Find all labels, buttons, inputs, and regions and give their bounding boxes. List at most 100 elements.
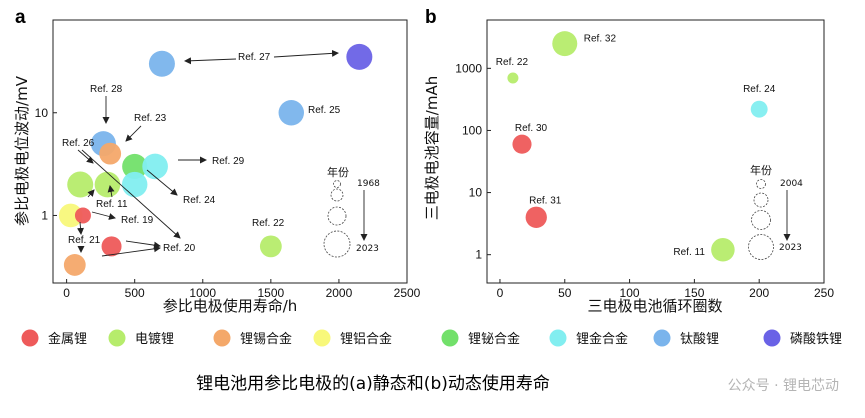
panel-a-y-tick-label: 10 xyxy=(35,106,49,120)
panel-a-point xyxy=(278,100,304,126)
panel-a-x-tick-label: 1500 xyxy=(257,286,284,300)
size-legend-b-year-end: 2023 xyxy=(779,243,802,253)
legend-swatch xyxy=(213,329,231,347)
arrow-ref21-up xyxy=(77,221,84,235)
panel-a-point xyxy=(101,236,122,257)
panel-a-x-tick-label: 2500 xyxy=(394,286,421,300)
annotation-ref28: Ref. 28 xyxy=(90,84,123,95)
panel-a-point xyxy=(67,171,94,198)
annotation-ref26: Ref. 26 xyxy=(62,138,95,149)
arrow-ref27-b xyxy=(273,49,339,58)
annotation-ref11: Ref. 11 xyxy=(96,199,128,210)
panel-a-point xyxy=(94,171,121,198)
size-legend-a-circle-4 xyxy=(323,230,351,258)
arrow-ref19 xyxy=(91,211,116,220)
panel-a-letter: a xyxy=(15,7,26,28)
panel-b-x-tick-label: 0 xyxy=(497,286,504,300)
arrow-ref23 xyxy=(125,125,142,142)
panel-a-frame xyxy=(52,19,408,284)
size-legend-a-title: 年份 xyxy=(327,165,349,179)
size-legend-b-circle-1 xyxy=(756,179,766,189)
legend-swatch xyxy=(313,329,331,347)
size-legend-a-circle-3 xyxy=(327,206,347,226)
size-legend-b-title: 年份 xyxy=(750,163,772,177)
annotation-ref21: Ref. 21 xyxy=(68,235,101,246)
panel-b-frame xyxy=(486,19,825,284)
panel-b-point xyxy=(525,206,547,228)
panel-b-size-legend: 年份 2004 2023 xyxy=(748,163,803,260)
legend-label: 磷酸铁锂 xyxy=(790,332,842,347)
size-legend-b-circle-4 xyxy=(748,234,774,260)
annotation-ref22: Ref. 22 xyxy=(252,218,285,229)
panel-a-points xyxy=(58,43,373,276)
panel-b-point xyxy=(512,134,532,154)
panel-a-x-tick-label: 0 xyxy=(63,286,70,300)
panel-a-point xyxy=(99,142,122,165)
size-legend-b-year-start: 2004 xyxy=(780,179,803,189)
figure-caption: 锂电池用参比电极的(a)静态和(b)动态使用寿命 xyxy=(196,373,550,394)
panel-b-x-tick-label: 100 xyxy=(620,286,640,300)
panel-b-x-ticks: 0 50 100 150 200 250 xyxy=(497,279,834,300)
annotation-ref20: Ref. 20 xyxy=(163,243,196,254)
annotation-ref19: Ref. 19 xyxy=(121,215,154,226)
panel-b-annotations: Ref. 32 Ref. 22 Ref. 24 Ref. 30 Ref. 31 Ref. … xyxy=(496,34,776,258)
panel-a-x-axis-title: 参比电极使用寿命/h xyxy=(163,297,298,315)
panel-b-x-tick-label: 150 xyxy=(684,286,704,300)
arrow-ref27-a xyxy=(184,57,237,65)
panel-a-x-tick-label: 1000 xyxy=(189,286,216,300)
panel-a-point xyxy=(142,153,168,180)
legend-label: 金属锂 xyxy=(48,331,87,347)
material-legend: 金属锂 电镀锂 锂锡合金 锂铝合金 锂铋合金 锂金合金 钛酸锂 磷酸铁锂 xyxy=(21,329,842,347)
legend-label: 电镀锂 xyxy=(135,331,174,347)
size-legend-a-year-end: 2023 xyxy=(356,244,379,254)
panel-b-y-axis-title: 三电极电池容量/mAh xyxy=(423,76,441,220)
panel-b-points xyxy=(507,31,768,262)
legend-label: 锂金合金 xyxy=(576,331,628,347)
panel-a-x-tick-label: 500 xyxy=(125,286,145,300)
panel-b-point-label: Ref. 22 xyxy=(496,57,529,68)
watermark-text: 公众号 · 锂电芯动 xyxy=(728,378,839,394)
panel-a-point xyxy=(58,203,83,228)
annotation-ref25: Ref. 25 xyxy=(308,105,341,116)
legend-swatch xyxy=(108,329,126,347)
panel-b-x-tick-label: 250 xyxy=(814,286,834,300)
legend-label: 锂铝合金 xyxy=(340,331,392,347)
panel-b-x-tick-label: 200 xyxy=(749,286,769,300)
panel-b-point-label: Ref. 24 xyxy=(743,84,776,95)
size-legend-b-circle-2 xyxy=(753,192,769,208)
panel-b: 0 50 100 150 200 250 1 10 100 1000 三电极电池循环圈数 三电极… xyxy=(423,19,834,315)
arrow-ref20-b xyxy=(101,245,161,257)
panel-a-x-ticks: 0 500 1000 1500 2000 2500 xyxy=(63,279,421,300)
panel-b-x-axis-title: 三电极电池循环圈数 xyxy=(587,297,722,315)
panel-a-point xyxy=(148,50,175,77)
panel-a-point xyxy=(259,235,282,258)
panel-b-y-tick-label: 1000 xyxy=(455,61,482,75)
panel-b-y-tick-label: 100 xyxy=(462,123,482,137)
size-legend-a-circle-1 xyxy=(333,180,341,188)
panel-b-point xyxy=(750,100,768,118)
panel-a-point xyxy=(122,153,148,180)
legend-label: 锂铋合金 xyxy=(468,331,520,347)
size-legend-a-year-start: 1968 xyxy=(357,179,380,189)
size-legend-a-circle-2 xyxy=(330,188,344,202)
legend-swatch xyxy=(441,329,459,347)
panel-b-x-tick-label: 50 xyxy=(558,286,572,300)
panel-a-y-ticks: 1 10 xyxy=(35,106,57,222)
panel-b-point xyxy=(711,237,735,262)
panel-a-point xyxy=(121,171,148,198)
legend-swatch xyxy=(549,329,567,347)
size-legend-b-circle-3 xyxy=(751,210,771,230)
panel-a-point xyxy=(346,43,373,70)
panel-b-y-tick-label: 10 xyxy=(469,186,483,200)
legend-swatch xyxy=(763,329,781,347)
panel-a-annotations: Ref. 27 Ref. 25 Ref. 28 Ref. 23 Ref. 26 … xyxy=(62,49,341,257)
legend-label: 钛酸锂 xyxy=(680,332,719,347)
panel-a-point xyxy=(74,207,91,224)
panel-b-point xyxy=(507,72,519,84)
legend-swatch xyxy=(653,329,671,347)
panel-b-letter: b xyxy=(425,7,437,28)
annotation-ref29: Ref. 29 xyxy=(212,156,245,167)
panel-a-size-legend: 年份 1968 2023 xyxy=(323,165,380,258)
arrow-ref11-a xyxy=(107,185,115,198)
arrow-ref20-a xyxy=(125,240,161,249)
